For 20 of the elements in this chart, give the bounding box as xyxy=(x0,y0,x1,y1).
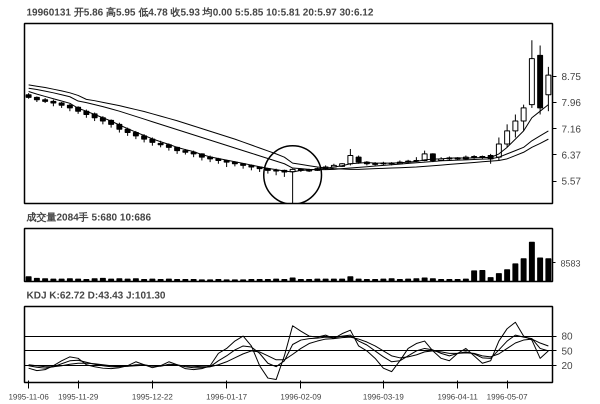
x-tick-label: 1996-04-11 xyxy=(437,392,478,402)
y-tick-label: 5.57 xyxy=(562,176,582,188)
x-tick-label: 1996-05-07 xyxy=(486,392,528,402)
x-tick-label: 1996-02-09 xyxy=(280,392,322,402)
y-tick-label: 7.16 xyxy=(562,124,582,136)
chart-title: 成交量2084手 5:680 10:686 xyxy=(26,212,152,224)
y-tick-label: 50 xyxy=(562,346,574,358)
chart-title: 19960131 开5.86 高5.95 低4.78 收5.93 均0.00 5:5.85 10:5.81 20:5.97 30:6.12 xyxy=(26,6,374,18)
chart-title: KDJ K:62.72 D:43.43 J:101.30 xyxy=(26,290,166,302)
x-tick-label: 1996-01-17 xyxy=(206,392,248,402)
y-tick-label: 6.37 xyxy=(562,150,582,162)
y-tick-label: 80 xyxy=(562,332,574,343)
x-tick-label: 1995-12-22 xyxy=(132,392,174,402)
text: 8583 xyxy=(560,258,581,268)
y-tick-label: 20 xyxy=(562,361,574,372)
x-tick-label: 1995-11-06 xyxy=(8,392,50,402)
y-tick-label: 8.75 xyxy=(562,72,582,84)
x-tick-label: 1995-11-29 xyxy=(58,392,99,402)
y-tick-label: 7.96 xyxy=(562,98,582,110)
x-tick-label: 1996-03-19 xyxy=(362,392,404,402)
